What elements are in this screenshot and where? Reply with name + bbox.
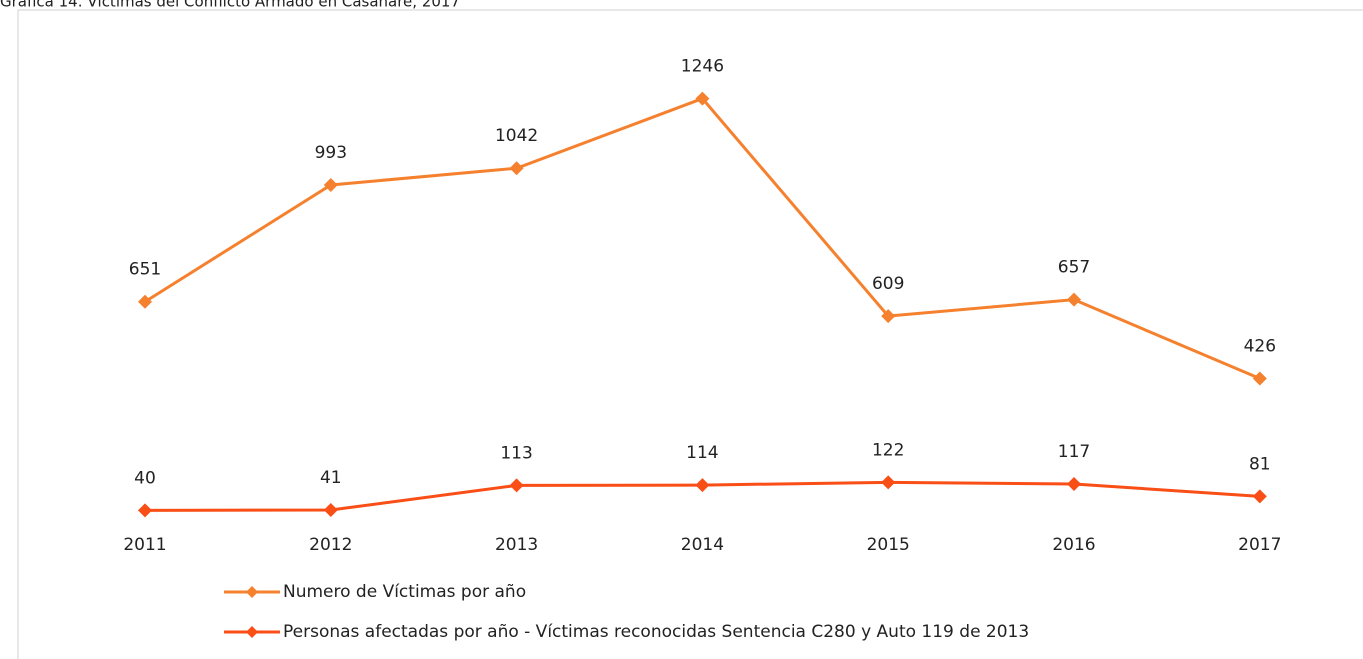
data-label: 426: [1244, 337, 1276, 357]
chart-title: Gráfica 14. Víctimas del Conflicto Armad…: [0, 0, 460, 11]
data-label: 114: [686, 443, 718, 463]
data-label: 40: [134, 468, 156, 488]
data-label: 1042: [495, 126, 538, 146]
data-label: 993: [315, 143, 347, 163]
x-tick-label: 2015: [867, 535, 910, 555]
data-label: 1246: [681, 57, 724, 77]
x-tick-label: 2013: [495, 535, 538, 555]
data-point: [509, 161, 524, 176]
x-tick-label: 2016: [1052, 535, 1095, 555]
data-label: 609: [872, 274, 904, 294]
data-point: [138, 503, 152, 518]
data-point: [1252, 489, 1267, 504]
data-label: 651: [129, 260, 161, 280]
data-point: [1067, 477, 1081, 492]
data-point: [509, 478, 524, 493]
series-line: [144, 96, 1261, 380]
chart-frame: [17, 9, 1363, 659]
x-tick-label: 2017: [1238, 535, 1281, 555]
data-point: [881, 475, 896, 490]
data-label: 117: [1058, 442, 1090, 462]
legend-label: Personas afectadas por año - Víctimas re…: [283, 622, 1029, 642]
legend-marker: [246, 626, 258, 638]
data-point: [323, 503, 338, 518]
data-point: [323, 177, 338, 192]
data-point: [881, 309, 896, 324]
x-tick-label: 2014: [681, 535, 724, 555]
x-tick-label: 2012: [309, 535, 352, 555]
data-label: 113: [500, 443, 532, 463]
data-point: [138, 294, 152, 309]
data-label: 41: [320, 468, 342, 488]
data-point: [695, 91, 710, 106]
legend-label: Numero de Víctimas por año: [283, 582, 526, 602]
data-point: [1067, 292, 1081, 307]
data-label: 81: [1249, 454, 1271, 474]
x-tick-label: 2011: [123, 535, 166, 555]
data-label: 657: [1058, 258, 1090, 278]
data-point: [695, 478, 710, 493]
data-label: 122: [872, 440, 904, 460]
legend-marker: [246, 586, 258, 598]
data-point: [1252, 371, 1267, 386]
